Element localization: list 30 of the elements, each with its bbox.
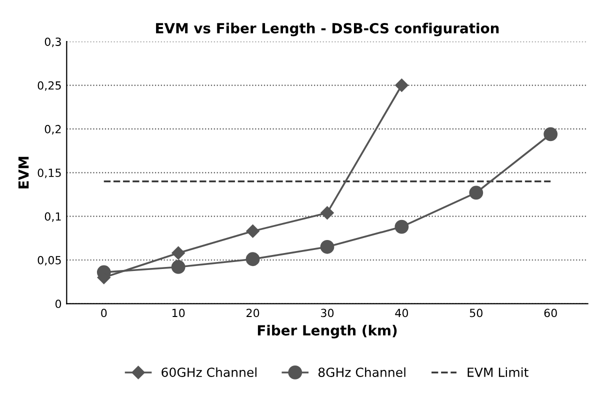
legend-label: 8GHz Channel	[318, 367, 406, 378]
point	[320, 240, 334, 254]
chart-title: EVM vs Fiber Length - DSB-CS configuration	[156, 22, 499, 36]
y-tick-label: 0	[55, 300, 62, 308]
y-axis-title: EVM	[18, 156, 29, 188]
point	[320, 206, 334, 220]
legend-label: EVM Limit	[468, 367, 528, 377]
point	[394, 220, 409, 234]
y-tick-label: 0,1	[44, 212, 61, 222]
x-tick-label: 50	[470, 308, 482, 318]
point	[469, 186, 484, 200]
x-axis-title: Fiber Length (km)	[258, 324, 397, 338]
point	[246, 224, 260, 238]
y-tick-label: 0,15	[38, 168, 61, 178]
point	[171, 260, 186, 274]
point	[172, 246, 185, 260]
y-tick-label: 0,25	[38, 81, 61, 91]
y-tick-label: 0,3	[44, 38, 61, 48]
legend-label: 60GHz Channel	[162, 367, 256, 378]
x-tick-label: 20	[246, 308, 260, 318]
y-tick-label: 0,2	[44, 124, 61, 134]
point	[246, 252, 260, 266]
x-tick-label: 10	[172, 308, 185, 318]
x-tick-label: 30	[321, 308, 334, 318]
point	[544, 127, 558, 142]
point	[395, 78, 408, 92]
x-tick-label: 40	[395, 308, 408, 318]
x-tick-label: 0	[101, 308, 107, 318]
x-tick-label: 60	[544, 308, 557, 318]
y-tick-label: 0,05	[38, 256, 61, 266]
